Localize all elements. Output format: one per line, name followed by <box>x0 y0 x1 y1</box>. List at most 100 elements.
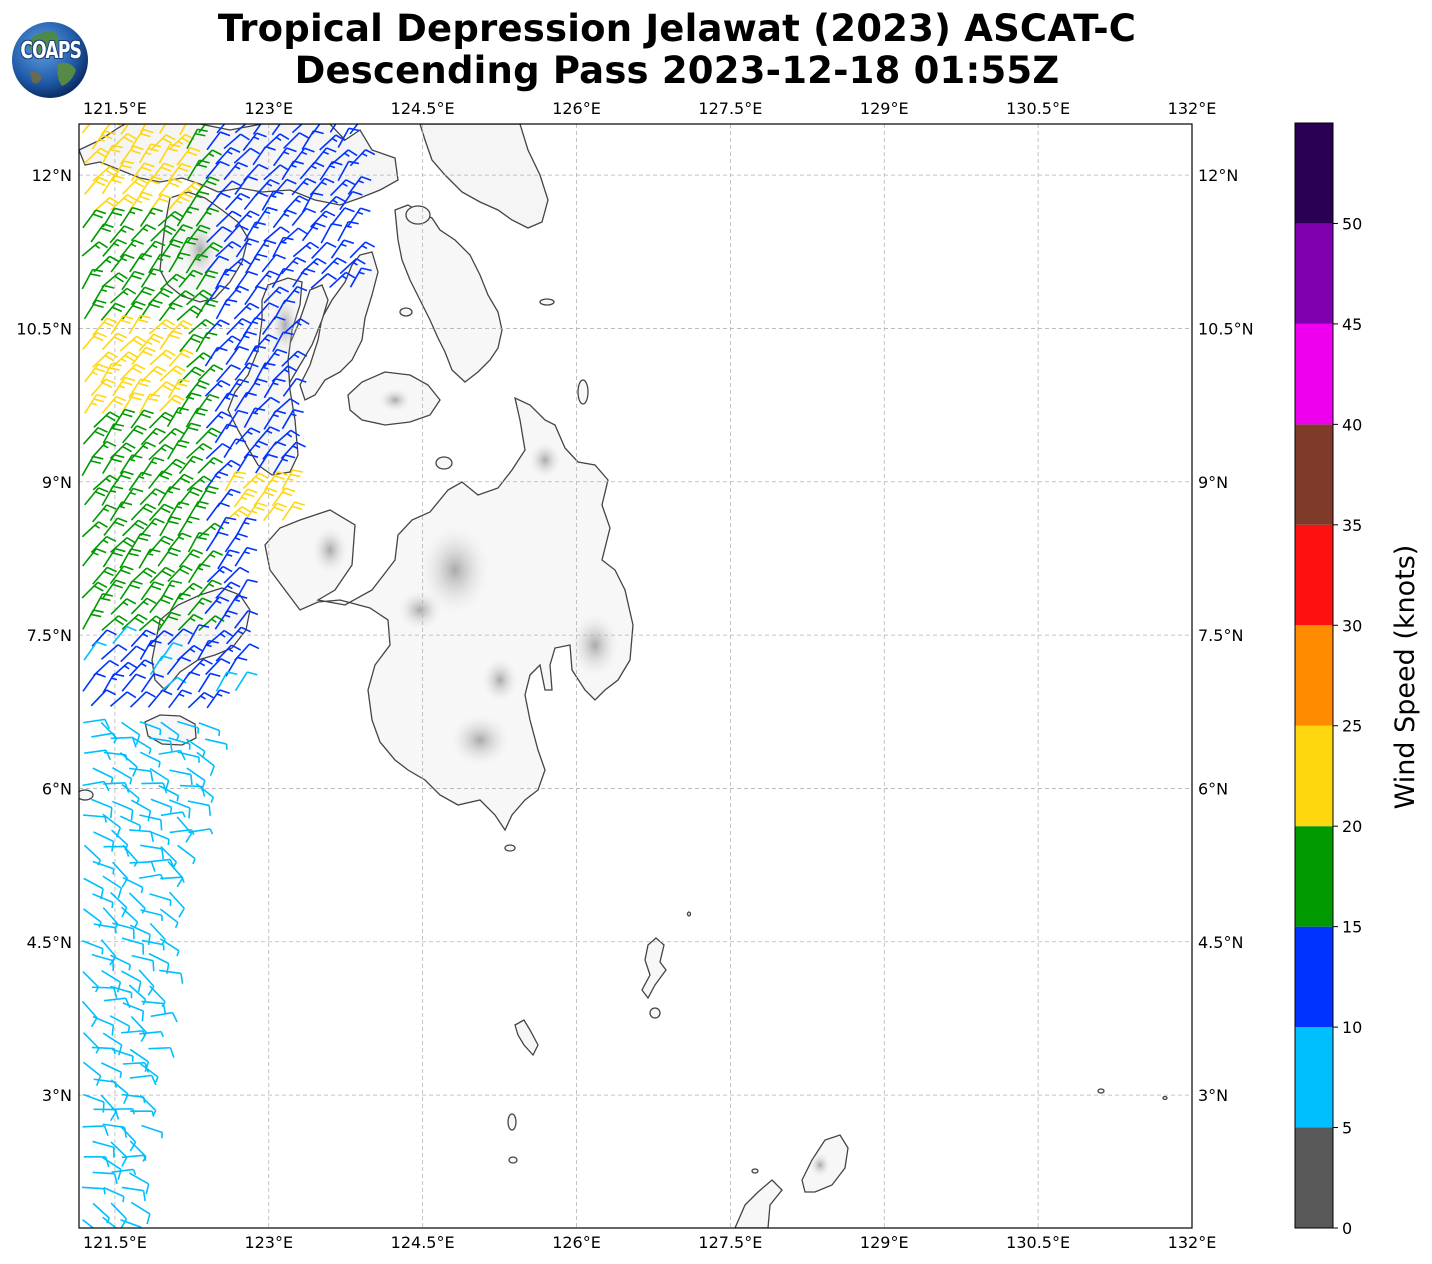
wind-barb <box>244 345 267 366</box>
wind-barb <box>234 331 257 351</box>
lat-tick-label: 12°N <box>32 166 72 185</box>
wind-barb <box>140 581 165 601</box>
wind-barb <box>102 875 123 899</box>
wind-barb <box>226 317 252 336</box>
wind-barb <box>281 469 303 490</box>
wind-barb <box>110 598 137 615</box>
wind-barb <box>206 131 231 151</box>
wind-barb <box>281 409 304 430</box>
wind-barb <box>160 458 186 476</box>
wind-barb <box>81 940 104 955</box>
wind-barb <box>81 521 108 538</box>
wind-barb <box>187 159 210 180</box>
title-line-1: Tropical Depression Jelawat (2023) ASCAT… <box>217 7 1137 50</box>
lat-tick-label: 4.5°N <box>1198 933 1243 952</box>
wind-barb <box>168 290 195 307</box>
wind-barb <box>150 134 176 151</box>
colorbar-tick-label: 30 <box>1342 616 1362 635</box>
wind-barb <box>292 241 320 258</box>
wind-barb <box>150 1011 178 1023</box>
wind-barb <box>197 639 219 661</box>
wind-barb <box>281 227 308 244</box>
lon-tick-label: 124.5°E <box>391 1233 455 1252</box>
wind-barb <box>119 548 142 569</box>
wind-barb <box>204 255 230 274</box>
lon-tick-label: 121.5°E <box>83 1233 147 1252</box>
colorbar-tick-label: 10 <box>1342 1018 1362 1037</box>
wind-barb <box>112 922 135 940</box>
wind-barb <box>320 222 343 244</box>
wind-barb <box>82 209 106 229</box>
wind-barb <box>261 190 284 211</box>
wind-barb <box>102 1032 123 1056</box>
wind-barb <box>131 954 155 972</box>
wind-barb <box>101 969 122 993</box>
wind-barb <box>93 255 120 273</box>
wind-barb <box>160 845 178 868</box>
wind-barb <box>92 893 114 909</box>
wind-barb <box>255 426 280 445</box>
wind-barb <box>141 1000 167 1014</box>
wind-barb <box>261 253 286 273</box>
wind-barb <box>130 629 156 647</box>
wind-barb <box>131 736 152 755</box>
wind-barb <box>214 423 238 444</box>
wind-barb <box>129 829 155 842</box>
colorbar-bin <box>1295 625 1333 726</box>
wind-barb <box>160 876 185 883</box>
wind-barb <box>206 689 230 709</box>
wind-barb <box>244 378 268 398</box>
wind-barb <box>188 318 215 335</box>
wind-barb <box>168 592 191 613</box>
lat-tick-label: 6°N <box>42 779 72 798</box>
wind-barb <box>157 547 181 567</box>
wind-barb <box>255 453 278 474</box>
wind-barb <box>225 378 250 399</box>
wind-barb <box>84 363 109 383</box>
wind-barb <box>206 192 231 211</box>
landmass-samar <box>394 204 503 383</box>
wind-barb <box>103 517 128 536</box>
wind-barb <box>310 210 336 228</box>
wind-barb <box>148 736 173 752</box>
wind-barb <box>84 176 109 195</box>
wind-barb <box>158 302 183 322</box>
landmass-northeast <box>419 124 549 229</box>
wind-barb <box>272 331 294 352</box>
wind-barb <box>349 124 359 135</box>
lon-tick-label: 132°E <box>1168 99 1217 118</box>
wind-barb <box>101 1062 123 1079</box>
wind-barb <box>234 210 260 228</box>
colorbar-tick-label: 5 <box>1342 1119 1352 1138</box>
wind-barb <box>243 440 269 459</box>
wind-barb <box>82 609 104 630</box>
lat-tick-label: 6°N <box>1198 779 1228 798</box>
wind-barb <box>109 537 137 553</box>
wind-barb <box>92 351 119 368</box>
wind-barb <box>206 284 230 304</box>
wind-barb <box>234 270 259 291</box>
wind-barb <box>119 363 146 381</box>
wind-barb <box>120 487 144 508</box>
wind-barb <box>292 267 316 288</box>
colorbar-bin <box>1295 1027 1333 1128</box>
wind-barb <box>167 439 190 460</box>
wind-barb <box>242 132 267 151</box>
lon-tick-label: 127.5°E <box>698 99 762 118</box>
wind-barb <box>84 393 107 414</box>
wind-barb <box>119 206 143 227</box>
colorbar-bin <box>1295 323 1333 425</box>
wind-barb <box>176 671 201 691</box>
lat-tick-label: 10.5°N <box>16 319 72 338</box>
wind-barb <box>195 393 220 414</box>
wind-barb <box>234 362 259 381</box>
wind-barb <box>329 271 356 289</box>
wind-barb <box>206 226 232 243</box>
wind-barb <box>130 128 154 149</box>
wind-barb <box>261 315 286 335</box>
wind-barb <box>215 147 241 165</box>
wind-barb <box>167 564 193 583</box>
wind-barb <box>281 501 305 521</box>
wind-barb <box>130 1015 148 1043</box>
wind-barb <box>159 641 184 662</box>
